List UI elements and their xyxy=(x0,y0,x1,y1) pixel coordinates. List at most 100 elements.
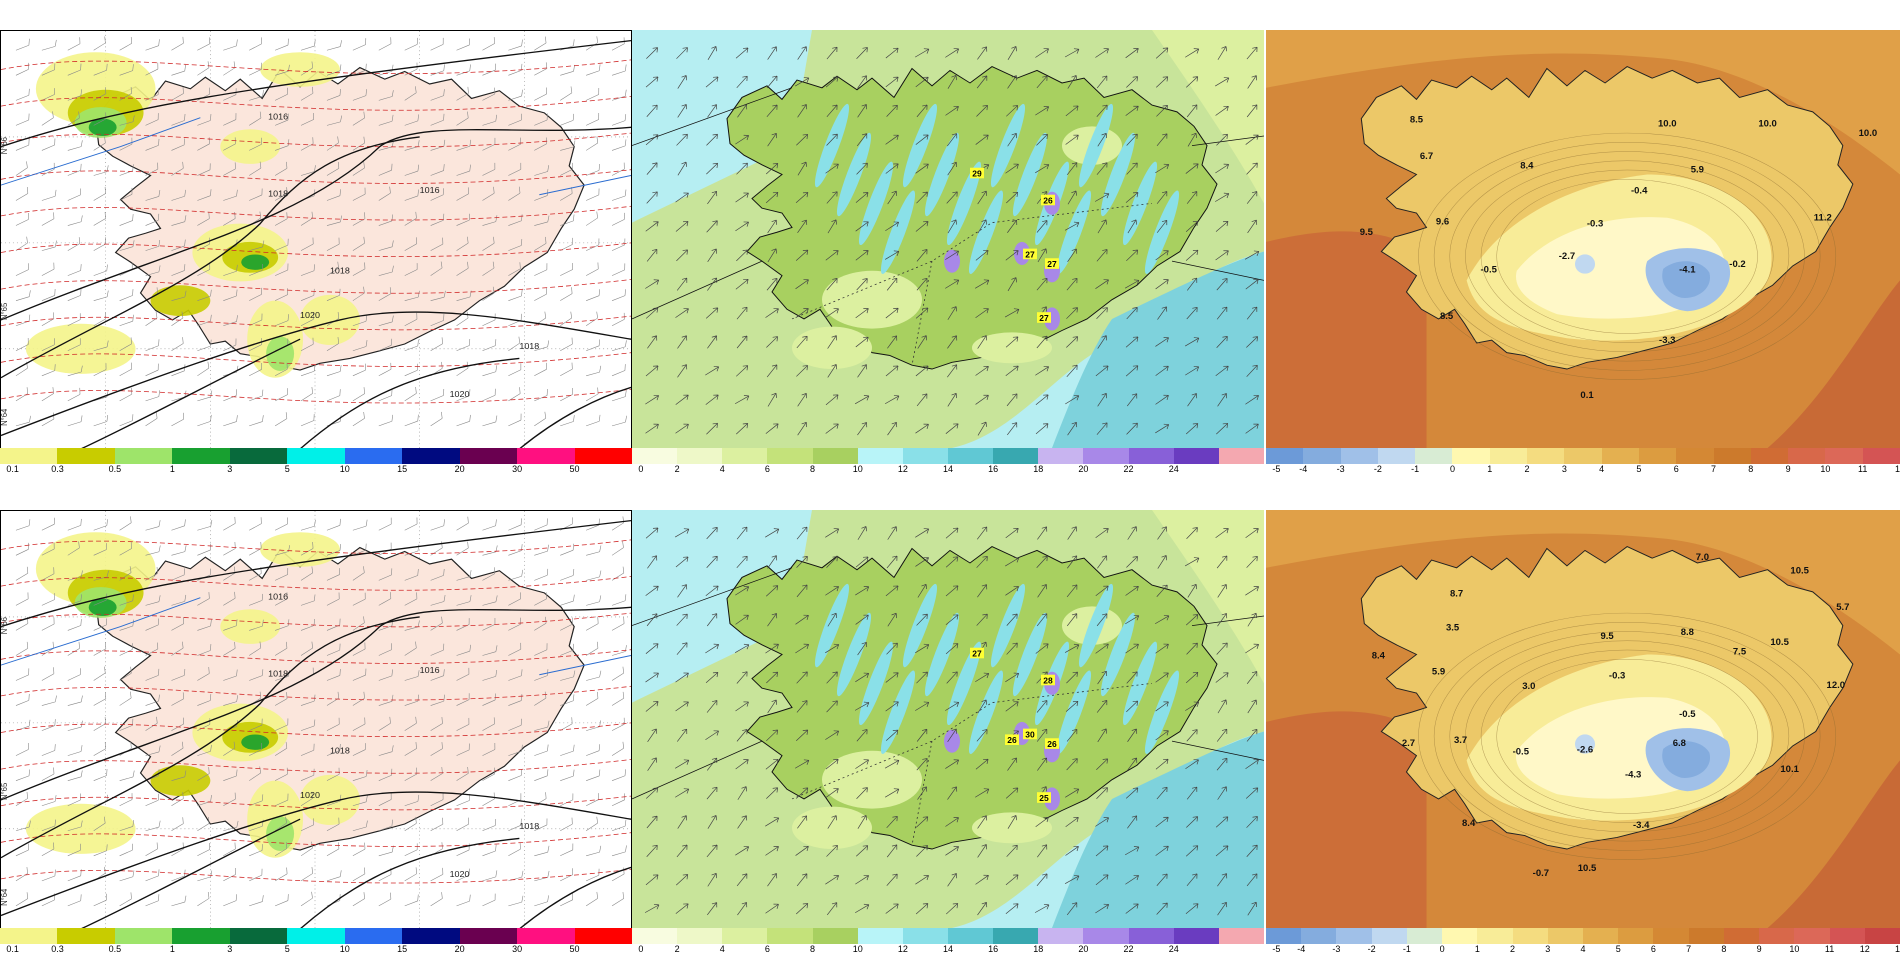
map-area[interactable]: 29 26 27 27 27 xyxy=(632,30,1264,464)
gust-label: 29 xyxy=(972,169,982,179)
colorbar-swatch xyxy=(57,928,115,944)
map-temp: 7.0 10.5 5.7 8.7 3.5 9.5 8.8 7.5 10.5 8.4 5.9 3.0 -0… xyxy=(1266,510,1900,928)
colorbar-tick-label: 20 xyxy=(1078,464,1089,474)
colorbar-tick-label: 2 xyxy=(674,464,680,474)
colorbar-swatch xyxy=(812,448,858,464)
colorbar xyxy=(632,928,1264,944)
isobar-label: 1018 xyxy=(268,189,288,199)
colorbar-swatch xyxy=(344,448,403,464)
colorbar-tick-label: 12 xyxy=(897,944,908,954)
colorbar-tick-label: -3 xyxy=(1336,464,1345,474)
colorbar-swatch xyxy=(1218,448,1264,464)
isobar-label: 1020 xyxy=(450,869,470,879)
colorbar-tick-label: 0.1 xyxy=(6,464,19,474)
colorbar-tick-label: 50 xyxy=(569,464,580,474)
temperature-label: 7.5 xyxy=(1733,647,1746,657)
temperature-label: 2.7 xyxy=(1402,738,1415,748)
panel-title-bar xyxy=(0,14,632,30)
colorbar-tick-label: -3 xyxy=(1332,944,1341,954)
colorbar-swatch xyxy=(1301,928,1337,944)
colorbar-swatch xyxy=(632,928,678,944)
colorbar-swatch xyxy=(1829,928,1865,944)
colorbar-swatch xyxy=(1128,448,1174,464)
colorbar-tick-label: 4 xyxy=(1580,944,1586,954)
colorbar-tick-label: 5 xyxy=(1615,944,1621,954)
colorbar-swatch xyxy=(1173,448,1219,464)
temperature-label: 3.0 xyxy=(1522,681,1535,691)
map-area[interactable]: 1016 1016 1018 1018 1018 1020 1020 N°66 N°65 N°64 xyxy=(0,510,632,944)
colorbar-swatch xyxy=(1128,928,1174,944)
colorbar-tick-label: 5 xyxy=(284,944,290,954)
panel-title-bar xyxy=(0,494,632,510)
temperature-label: 8.4 xyxy=(1520,161,1534,171)
colorbar-swatch xyxy=(767,928,813,944)
panel-title-bar xyxy=(1266,494,1900,510)
colorbar-tick-label: 10 xyxy=(339,944,350,954)
colorbar-swatch xyxy=(1862,448,1900,464)
colorbar-tick-label: 3 xyxy=(1561,464,1567,474)
colorbar-swatch xyxy=(857,448,903,464)
gust-label: 25 xyxy=(1039,793,1049,803)
colorbar-swatch xyxy=(1377,448,1416,464)
temperature-label: -0.3 xyxy=(1587,219,1603,229)
colorbar-swatch xyxy=(229,928,288,944)
isobar-label: 1016 xyxy=(268,592,288,602)
colorbar-swatch xyxy=(114,928,173,944)
colorbar-tick-label: -5 xyxy=(1272,464,1281,474)
temperature-label: -2.6 xyxy=(1577,745,1593,755)
temperature-label: -4.3 xyxy=(1625,770,1641,780)
colorbar-swatch xyxy=(1750,448,1789,464)
temperature-label: -4.1 xyxy=(1679,265,1695,275)
colorbar-tick-label: 10 xyxy=(852,464,863,474)
colorbar-swatch xyxy=(402,448,460,464)
latitude-label: N°65 xyxy=(1,782,9,800)
colorbar-tick-label: 4 xyxy=(719,944,725,954)
map-area[interactable]: 7.0 10.5 5.7 8.7 3.5 9.5 8.8 7.5 10.5 8.4 5.9 3.0 -0… xyxy=(1266,510,1900,944)
colorbar-swatch xyxy=(0,928,58,944)
colorbar-swatch xyxy=(574,928,632,944)
colorbar-swatch xyxy=(947,448,994,464)
colorbar-tick-label: -2 xyxy=(1373,464,1382,474)
temperature-label: 10.5 xyxy=(1790,566,1809,576)
colorbar-swatch xyxy=(677,928,723,944)
temperature-label: 8.5 xyxy=(1440,311,1453,321)
colorbar-swatch xyxy=(993,448,1039,464)
gust-label: 30 xyxy=(1025,729,1035,739)
colorbar-swatch xyxy=(722,448,768,464)
map-area[interactable]: 8.5 10.0 10.0 10.0 6.7 8.4 -0.4 5.9 9.5 9.6 -0.3 11… xyxy=(1266,30,1900,464)
colorbar-tick-label: 6 xyxy=(1650,944,1656,954)
colorbar-swatch xyxy=(287,928,345,944)
colorbar xyxy=(1266,448,1900,464)
temperature-label: 3.7 xyxy=(1454,735,1467,745)
colorbar-swatch xyxy=(1371,928,1407,944)
panel-title-bar xyxy=(632,494,1264,510)
map-area[interactable]: 27 28 30 26 25 26 xyxy=(632,510,1264,944)
colorbar-swatch xyxy=(1303,448,1341,464)
colorbar-tick-label: 4 xyxy=(719,464,725,474)
colorbar-tick-label: 6 xyxy=(764,944,770,954)
colorbar-swatch xyxy=(1601,448,1639,464)
colorbar-swatch xyxy=(1638,448,1677,464)
map-area[interactable]: 1016 1016 1018 1018 1018 1020 1020 N°66 N°65 N°64 xyxy=(0,30,632,464)
colorbar-swatch xyxy=(1713,448,1751,464)
temperature-label: 5.7 xyxy=(1836,602,1849,612)
panel-title-bar xyxy=(632,14,1264,30)
isobar-label: 1018 xyxy=(268,669,288,679)
colorbar-tick-label: 50 xyxy=(569,944,580,954)
temperature-label: -0.5 xyxy=(1513,747,1529,757)
colorbar-ticks: 0.1 0.3 0.5 1 3 5 10 15 20 30 50 xyxy=(0,464,632,476)
colorbar-swatch xyxy=(517,928,575,944)
colorbar-tick-label: 3 xyxy=(227,464,233,474)
colorbar-tick-label: 0 xyxy=(638,944,644,954)
colorbar-ticks: -5-4-3-2-1012345678910111213 xyxy=(1266,944,1900,956)
temperature-label: 3.5 xyxy=(1446,623,1459,633)
colorbar-swatch xyxy=(902,448,948,464)
isobar-label: 1016 xyxy=(420,185,440,195)
colorbar-tick-label: -4 xyxy=(1299,464,1308,474)
latitude-label: N°64 xyxy=(1,888,9,906)
temperature-label: -0.5 xyxy=(1481,265,1497,275)
colorbar-tick-label: 2 xyxy=(1524,464,1530,474)
temperature-label: 0.1 xyxy=(1580,390,1593,400)
temperature-label: -0.3 xyxy=(1609,671,1625,681)
colorbar-tick-label: 18 xyxy=(1033,944,1044,954)
